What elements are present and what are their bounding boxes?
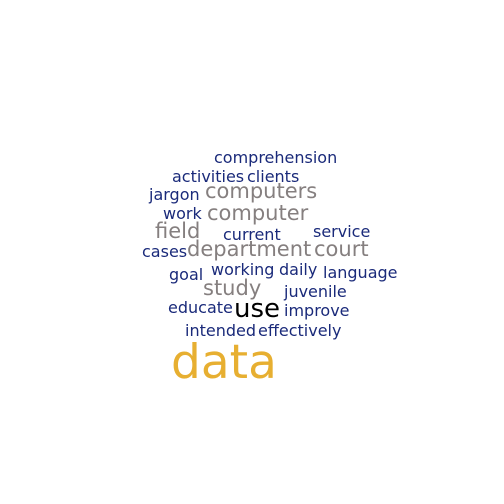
word-jargon: jargon [149, 185, 200, 204]
word-juvenile: juvenile [284, 282, 347, 301]
word-goal: goal [169, 265, 204, 284]
word-data: data [171, 335, 277, 390]
word-work: work [163, 204, 202, 223]
word-study: study [203, 276, 262, 300]
word-field: field [155, 219, 201, 243]
word-court: court [314, 237, 369, 261]
word-clients: clients [247, 167, 300, 186]
word-effectively: effectively [258, 321, 342, 340]
word-language: language [323, 263, 398, 282]
word-service: service [313, 222, 371, 241]
word-working: working [211, 260, 275, 279]
word-improve: improve [284, 301, 350, 320]
word-use: use [234, 294, 281, 324]
word-department: department [187, 237, 312, 261]
word-intended: intended [185, 321, 256, 340]
word-current: current [223, 225, 281, 244]
word-educate: educate [168, 298, 233, 317]
word-computer: computer [207, 201, 309, 225]
word-activities: activities [172, 167, 245, 186]
word-comprehension: comprehension [214, 148, 338, 167]
word-daily: daily [279, 260, 318, 279]
word-computers: computers [205, 179, 318, 203]
word-cases: cases [142, 242, 188, 261]
